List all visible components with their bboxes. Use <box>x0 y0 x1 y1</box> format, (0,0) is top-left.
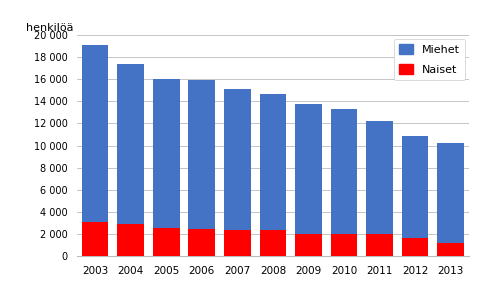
Bar <box>402 136 428 238</box>
Bar <box>188 81 215 229</box>
Bar <box>224 89 251 230</box>
Legend: Miehet, Naiset: Miehet, Naiset <box>394 39 465 80</box>
Bar <box>402 238 428 256</box>
Bar <box>224 230 251 256</box>
Bar <box>366 234 393 256</box>
Bar <box>153 79 180 228</box>
Bar <box>153 228 180 256</box>
Bar <box>331 109 357 234</box>
Bar <box>117 64 144 224</box>
Text: henkilöä: henkilöä <box>27 23 74 33</box>
Bar <box>259 230 286 256</box>
Bar <box>188 229 215 256</box>
Bar <box>117 224 144 256</box>
Bar <box>331 234 357 256</box>
Bar <box>82 45 108 222</box>
Bar <box>366 121 393 234</box>
Bar <box>295 234 322 256</box>
Bar <box>438 243 464 256</box>
Bar <box>295 103 322 234</box>
Bar <box>82 222 108 256</box>
Bar <box>259 94 286 230</box>
Bar <box>438 143 464 243</box>
